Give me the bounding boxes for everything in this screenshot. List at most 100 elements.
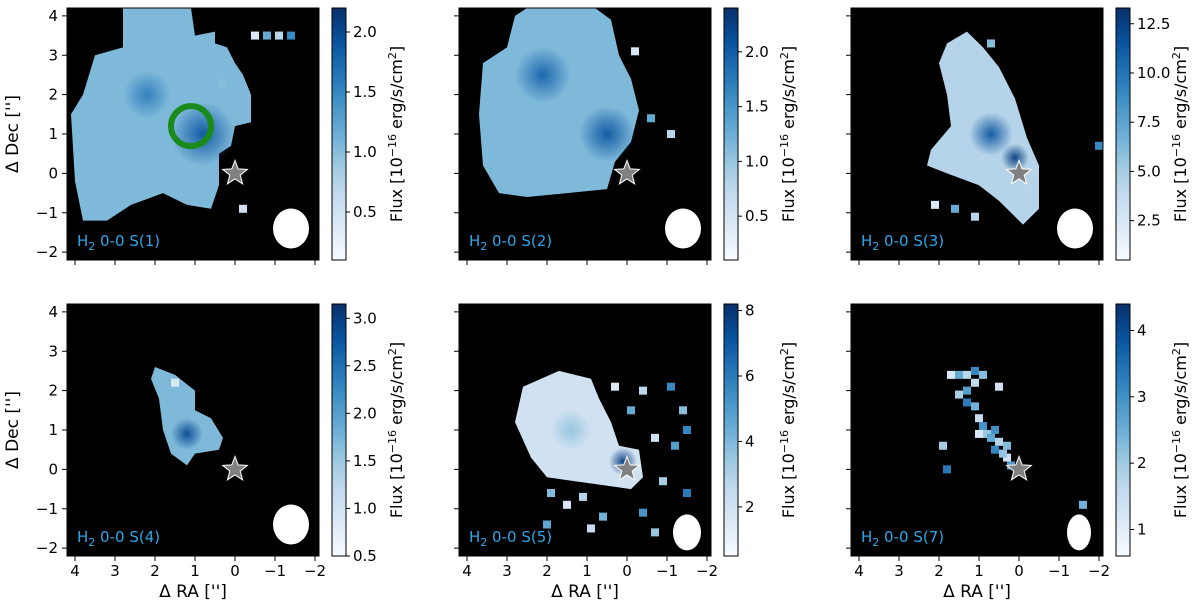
- emission-pixel: [671, 441, 679, 450]
- emission-map: [515, 370, 701, 551]
- emission-peak: [515, 46, 571, 103]
- line-label: H2 0-0 S(1): [77, 232, 160, 253]
- beam-ellipse: [1057, 208, 1093, 249]
- y-tick-label: 0: [48, 164, 58, 182]
- emission-map: [927, 31, 1103, 249]
- x-tick-label: 3: [110, 562, 120, 580]
- colorbar-tick-label: 7.5: [1137, 113, 1161, 131]
- y-tick-label: 1: [48, 421, 58, 439]
- emission-pixel: [1003, 441, 1011, 450]
- colorbar-tick-label: 0.5: [353, 547, 377, 565]
- beam-ellipse: [665, 208, 701, 249]
- emission-pixel: [955, 370, 963, 379]
- y-tick-label: 0: [48, 460, 58, 478]
- x-tick-label: 2: [542, 562, 552, 580]
- panel-frame: [850, 303, 1104, 557]
- colorbar: [723, 7, 739, 261]
- emission-peak: [171, 417, 203, 450]
- emission-pixel: [275, 31, 283, 40]
- colorbar-tick-label: 0.5: [353, 203, 377, 221]
- colorbar-tick-label: 1.0: [353, 143, 377, 161]
- y-tick-label: 2: [48, 382, 58, 400]
- x-tick-label: −2: [1088, 562, 1110, 580]
- panel-frame: [66, 303, 320, 557]
- line-label: H2 0-0 S(3): [861, 232, 944, 253]
- x-tick-label: −1: [264, 562, 286, 580]
- colorbar-label: Flux [10−16 erg/s/cm2]: [778, 342, 798, 518]
- emission-map: [151, 367, 309, 545]
- aperture-ring: [168, 103, 214, 150]
- beam-ellipse: [273, 504, 309, 545]
- x-axis-label: Δ RA ['']: [159, 582, 227, 600]
- y-tick-label: −2: [36, 243, 58, 261]
- colorbar-tick-label: 1: [1137, 520, 1147, 538]
- emission-pixel: [963, 370, 971, 379]
- colorbar-tick-label: 10.0: [1137, 64, 1170, 82]
- emission-peak: [1001, 143, 1029, 172]
- emission-pixel: [639, 386, 647, 395]
- emission-pixel: [679, 406, 687, 415]
- y-tick-label: −2: [36, 539, 58, 557]
- panel-frame: [458, 303, 712, 557]
- emission-pixel: [627, 406, 635, 415]
- emission-pixel: [587, 524, 595, 533]
- x-axis-label: Δ RA ['']: [943, 582, 1011, 600]
- x-tick-label: −2: [304, 562, 326, 580]
- emission-pixel: [971, 212, 979, 221]
- emission-pixel: [1095, 141, 1103, 150]
- emission-pixel: [995, 382, 1003, 391]
- colorbar-tick-label: 12.5: [1137, 15, 1170, 33]
- x-tick-label: 4: [70, 562, 80, 580]
- star-marker: [1005, 454, 1033, 482]
- colorbar-tick-label: 2: [745, 498, 755, 516]
- emission-pixel: [979, 370, 987, 379]
- x-tick-label: −1: [1048, 562, 1070, 580]
- x-tick-label: −2: [696, 562, 718, 580]
- y-axis-label: Δ Dec ['']: [3, 95, 23, 173]
- y-tick-label: 1: [48, 125, 58, 143]
- panel-frame: [66, 7, 320, 261]
- colorbar-tick-label: 5.0: [1137, 162, 1161, 180]
- x-tick-label: 4: [854, 562, 864, 580]
- panel-frame: [458, 7, 712, 261]
- emission-peak: [171, 102, 235, 166]
- star-marker: [221, 158, 249, 186]
- colorbar-label: Flux [10−16 erg/s/cm2]: [1170, 342, 1190, 518]
- emission-peak: [551, 410, 591, 450]
- x-tick-label: 2: [150, 562, 160, 580]
- y-tick-label: 3: [48, 342, 58, 360]
- emission-pixel: [683, 426, 691, 434]
- y-tick-label: 3: [48, 46, 58, 64]
- emission-pixel: [631, 47, 639, 56]
- y-axis-label: Δ Dec ['']: [3, 391, 23, 469]
- line-label: H2 0-0 S(2): [469, 232, 552, 253]
- colorbar-tick-label: 1.5: [353, 452, 377, 470]
- panel-2: H2 0-0 S(2) 0.5 1.0 1.5 2.0 Flux [10−16 erg/s…: [454, 7, 798, 265]
- x-axis-label: Δ RA ['']: [551, 582, 619, 600]
- line-label: H2 0-0 S(4): [77, 528, 160, 549]
- emission-pixel: [971, 402, 979, 411]
- emission-pixel: [995, 437, 1003, 446]
- emission-region: [151, 367, 223, 466]
- emission-pixel: [651, 528, 659, 537]
- colorbar: [331, 303, 347, 557]
- emission-pixel: [599, 512, 607, 521]
- emission-map: [479, 8, 701, 249]
- emission-pixel: [943, 465, 951, 474]
- x-tick-label: 1: [190, 562, 200, 580]
- x-tick-label: 3: [894, 562, 904, 580]
- panel-4: H2 0-0 S(4) 4 3 2 1 0 −1 −2 −2 −1 0 1 2 3 4 Δ RA [''] Δ …: [3, 303, 406, 600]
- emission-pixel: [239, 204, 247, 213]
- x-tick-label: 4: [462, 562, 472, 580]
- emission-pixel: [979, 422, 987, 431]
- emission-pixel: [651, 433, 659, 442]
- y-tick-label: −1: [36, 500, 58, 518]
- emission-pixel: [659, 477, 667, 486]
- emission-pixel: [939, 441, 947, 450]
- star-marker: [613, 454, 641, 482]
- emission-pixel: [219, 78, 227, 87]
- colorbar-tick-label: 2.5: [353, 357, 377, 375]
- emission-pixel: [683, 489, 691, 497]
- emission-pixel: [951, 204, 959, 213]
